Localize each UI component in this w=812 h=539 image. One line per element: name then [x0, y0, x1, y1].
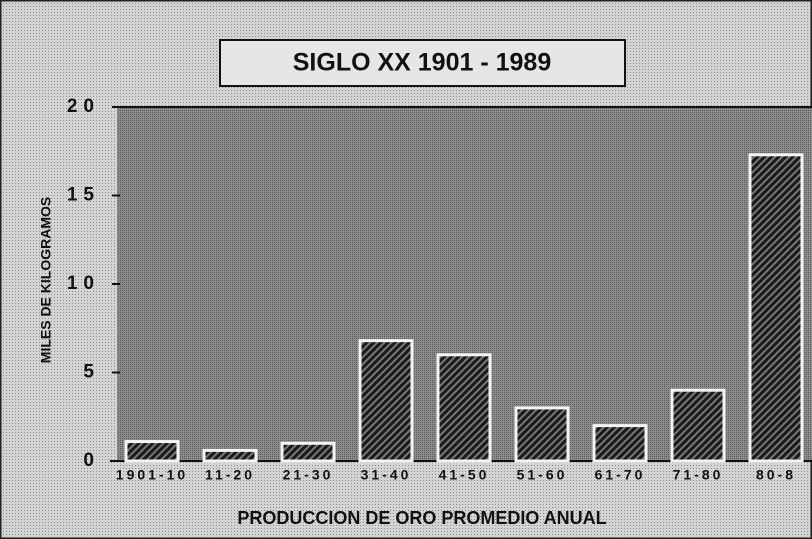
bar [748, 153, 804, 463]
x-tick-label: 31-40 [361, 467, 412, 483]
chart-title: SIGLO XX 1901 - 1989 [293, 49, 551, 77]
y-tick-label: 0 [83, 450, 100, 471]
bar [202, 448, 258, 463]
bar [124, 440, 180, 463]
x-tick-label: 51-60 [517, 467, 568, 483]
y-tick-label: 5 [83, 362, 100, 383]
x-tick-label: 11-20 [205, 467, 255, 483]
y-tick-label: 20 [67, 96, 100, 117]
x-tick-label: 21-30 [283, 467, 334, 483]
title-box [219, 39, 626, 87]
y-tick-label: 10 [67, 273, 100, 294]
bar [592, 424, 648, 463]
y-axis-label: MILES DE KILOGRAMOS [38, 197, 54, 363]
bar [436, 353, 492, 463]
bar [280, 441, 336, 463]
bar [358, 339, 414, 463]
bar [670, 388, 726, 463]
x-axis-label: PRODUCCION DE ORO PROMEDIO ANUAL [237, 508, 606, 528]
x-tick-label: 61-70 [595, 467, 646, 483]
y-tick-label: 15 [67, 185, 100, 206]
x-tick-label: 80-8 [756, 467, 796, 483]
x-tick-label: 41-50 [439, 467, 490, 483]
x-tick-label: 1901-10 [116, 467, 188, 483]
x-tick-label: 71-80 [673, 467, 724, 483]
bar [514, 406, 570, 463]
